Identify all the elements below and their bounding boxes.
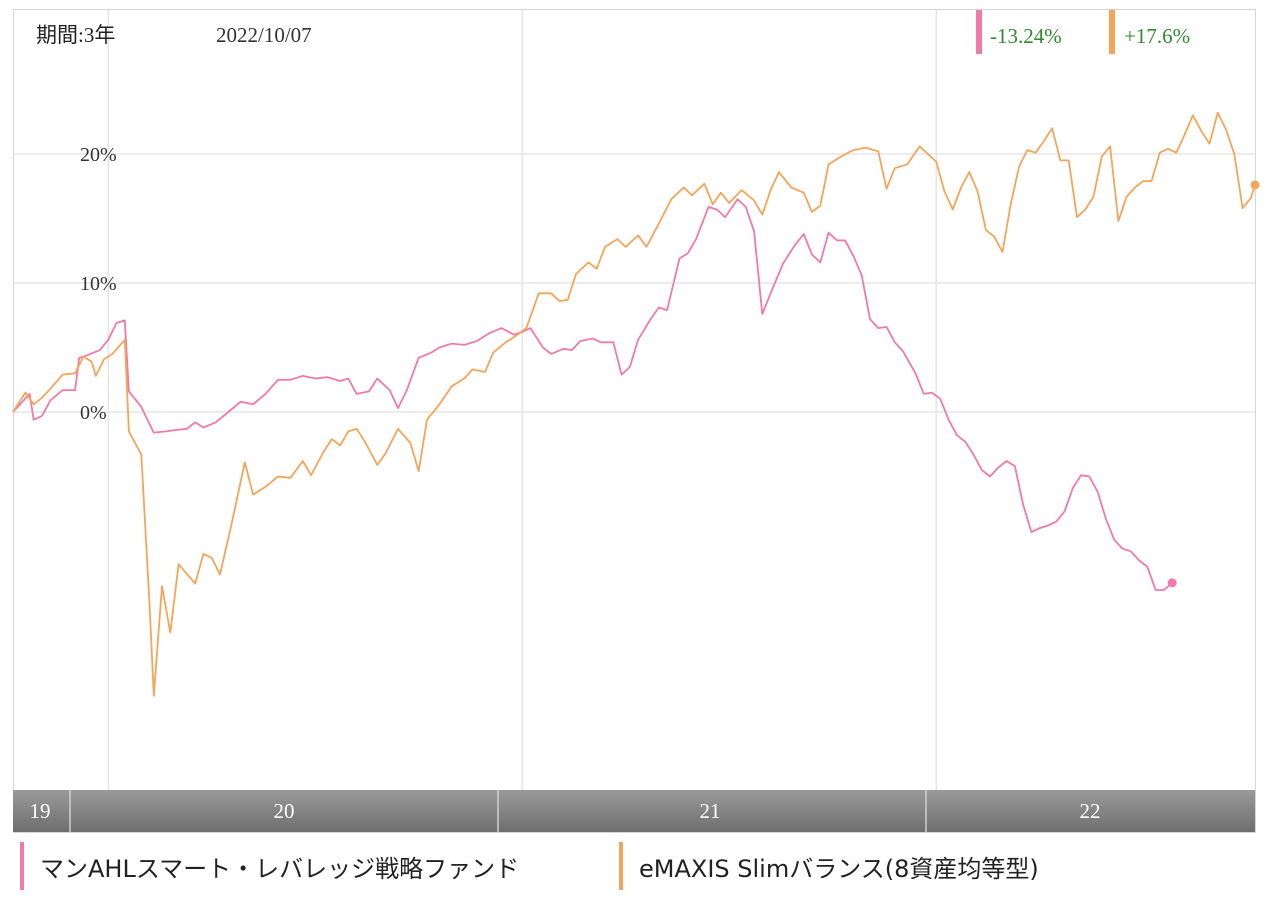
chart-svg: 20% 10% 0% 期間:3年 2022/10/07 -13.24% +17.…: [12, 9, 1260, 833]
series-end-marker-emaxis: [1250, 180, 1260, 190]
series-line-man-ahl: [12, 198, 1173, 591]
x-axis-label-21: 21: [700, 799, 721, 823]
series-line-emaxis: [12, 111, 1256, 697]
x-axis-label-19: 19: [30, 799, 51, 823]
legend-swatch-emaxis: [619, 842, 623, 890]
date-label: 2022/10/07: [216, 23, 312, 47]
x-axis-label-22: 22: [1080, 799, 1101, 823]
y-tick-labels: 20% 10% 0%: [80, 144, 117, 424]
legend-item-emaxis: eMAXIS Slimバランス(8資産均等型): [619, 842, 1039, 890]
badge-value-emaxis: +17.6%: [1124, 24, 1190, 48]
badge-value-man-ahl: -13.24%: [990, 24, 1062, 48]
badge-swatch-emaxis: [1109, 10, 1115, 54]
series-layer: [12, 111, 1260, 697]
plot-frame: [13, 9, 1256, 833]
y-tick-label: 10%: [80, 273, 117, 295]
x-axis-label-20: 20: [274, 799, 295, 823]
y-tick-label: 0%: [80, 402, 107, 424]
y-tick-label: 20%: [80, 144, 117, 166]
series-end-marker-man-ahl: [1167, 578, 1177, 588]
legend-label-emaxis: eMAXIS Slimバランス(8資産均等型): [639, 854, 1039, 883]
legend-label-man-ahl: マンAHLスマート・レバレッジ戦略ファンド: [40, 854, 520, 883]
legend-swatch-man-ahl: [20, 842, 24, 890]
badge-swatch-man-ahl: [976, 10, 982, 54]
period-label: 期間:3年: [36, 23, 115, 47]
legend: マンAHLスマート・レバレッジ戦略ファンド eMAXIS Slimバランス(8資…: [0, 838, 1284, 897]
grid-lines: [13, 10, 1255, 790]
legend-item-man-ahl: マンAHLスマート・レバレッジ戦略ファンド: [20, 842, 519, 890]
x-axis-band: [13, 790, 1255, 832]
